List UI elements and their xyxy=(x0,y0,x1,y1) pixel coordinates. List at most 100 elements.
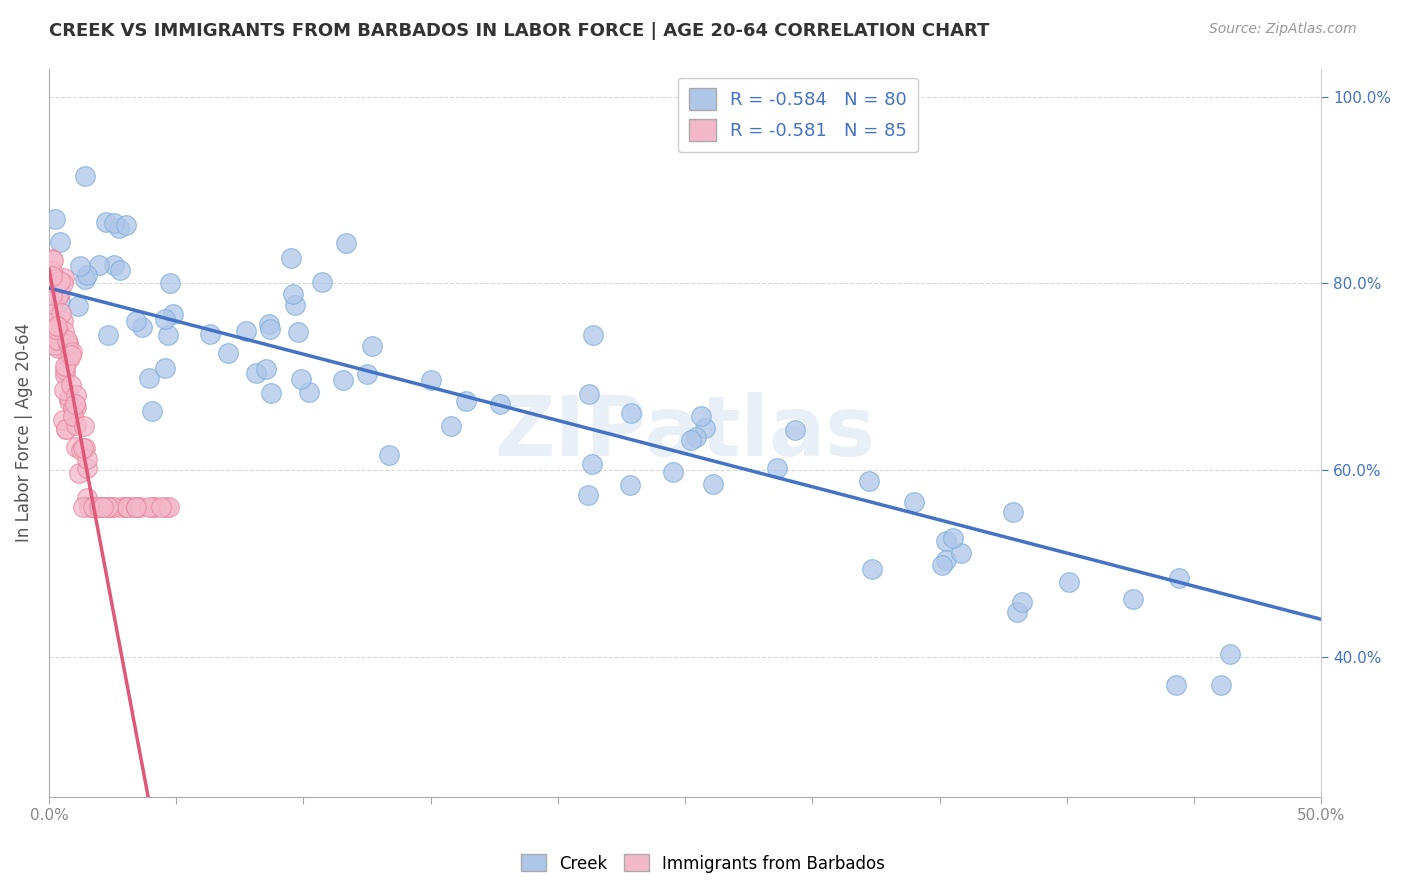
Point xyxy=(58,394,80,409)
Point xyxy=(281,287,304,301)
Point xyxy=(153,361,176,376)
Point xyxy=(159,276,181,290)
Point xyxy=(860,562,883,576)
Point xyxy=(142,500,165,515)
Point xyxy=(125,314,148,328)
Point xyxy=(488,397,510,411)
Point xyxy=(260,385,283,400)
Point xyxy=(101,500,124,515)
Point xyxy=(1166,678,1188,692)
Point xyxy=(290,372,312,386)
Point xyxy=(681,433,703,447)
Point xyxy=(48,285,70,300)
Point xyxy=(41,312,63,326)
Point xyxy=(360,339,382,353)
Point xyxy=(1057,574,1080,589)
Point xyxy=(98,500,121,515)
Point xyxy=(125,500,148,515)
Point xyxy=(702,477,724,491)
Point xyxy=(131,320,153,334)
Point xyxy=(55,337,77,351)
Point xyxy=(46,342,69,356)
Point xyxy=(41,264,63,278)
Point xyxy=(690,409,713,423)
Point xyxy=(156,328,179,343)
Point xyxy=(576,488,599,502)
Point xyxy=(41,252,63,266)
Point xyxy=(52,276,75,290)
Point xyxy=(82,500,104,515)
Legend: Creek, Immigrants from Barbados: Creek, Immigrants from Barbados xyxy=(515,847,891,880)
Point xyxy=(578,387,600,401)
Point xyxy=(65,397,87,411)
Point xyxy=(311,275,333,289)
Point xyxy=(378,448,401,462)
Text: ZIPatlas: ZIPatlas xyxy=(495,392,876,473)
Point xyxy=(259,317,281,331)
Point xyxy=(65,418,87,433)
Point xyxy=(765,460,787,475)
Point xyxy=(62,409,84,423)
Point xyxy=(217,346,239,360)
Point xyxy=(155,500,177,515)
Point xyxy=(101,500,124,515)
Point xyxy=(440,419,463,434)
Point xyxy=(46,289,69,303)
Point xyxy=(52,314,75,328)
Point xyxy=(45,315,67,329)
Point xyxy=(1122,592,1144,607)
Point xyxy=(129,500,152,515)
Point xyxy=(124,500,146,515)
Point xyxy=(76,491,98,505)
Point xyxy=(58,336,80,351)
Point xyxy=(46,325,69,339)
Point xyxy=(198,326,221,341)
Point xyxy=(143,500,166,515)
Point xyxy=(141,404,163,418)
Point xyxy=(582,328,605,343)
Point xyxy=(581,458,603,472)
Point xyxy=(46,318,69,333)
Point xyxy=(73,272,96,286)
Point xyxy=(56,333,79,347)
Point xyxy=(454,393,477,408)
Point xyxy=(53,271,76,285)
Point xyxy=(70,442,93,457)
Point xyxy=(69,260,91,274)
Point xyxy=(97,328,120,343)
Point xyxy=(903,495,925,509)
Point xyxy=(117,500,139,515)
Point xyxy=(150,500,173,515)
Point xyxy=(1219,647,1241,661)
Point xyxy=(49,274,72,288)
Point xyxy=(153,311,176,326)
Point xyxy=(76,268,98,283)
Point xyxy=(108,500,131,515)
Point xyxy=(661,465,683,479)
Point xyxy=(76,460,98,475)
Point xyxy=(115,219,138,233)
Legend: R = -0.584   N = 80, R = -0.581   N = 85: R = -0.584 N = 80, R = -0.581 N = 85 xyxy=(678,78,918,153)
Point xyxy=(62,401,84,416)
Point xyxy=(284,298,307,312)
Text: Source: ZipAtlas.com: Source: ZipAtlas.com xyxy=(1209,22,1357,37)
Point xyxy=(332,373,354,387)
Point xyxy=(1011,595,1033,609)
Point xyxy=(56,336,79,351)
Point xyxy=(90,500,112,515)
Point xyxy=(55,422,77,436)
Point xyxy=(87,500,110,515)
Point xyxy=(619,478,641,492)
Point xyxy=(44,338,66,352)
Point xyxy=(73,418,96,433)
Point xyxy=(46,333,69,347)
Point xyxy=(91,500,114,515)
Point xyxy=(931,558,953,573)
Point xyxy=(1209,678,1232,692)
Point xyxy=(695,421,717,435)
Point xyxy=(51,341,73,355)
Point xyxy=(52,413,75,427)
Point xyxy=(49,306,72,320)
Point xyxy=(65,388,87,402)
Point xyxy=(935,534,957,549)
